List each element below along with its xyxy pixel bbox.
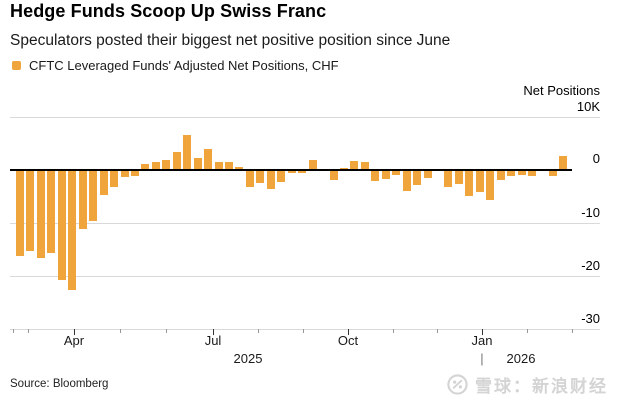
y-tick-label: -10 [581,205,600,220]
gridline [10,223,600,224]
y-tick-label: 10K [576,99,600,114]
bar-week-6 [68,171,76,290]
page-title: Hedge Funds Scoop Up Swiss Franc [10,1,327,21]
bar-week-16 [173,152,181,169]
bar-week-3 [37,171,45,258]
chart-subtitle: Speculators posted their biggest net pos… [10,32,451,49]
bar-week-19 [204,149,212,169]
bar-week-26 [277,171,285,182]
bar-week-12 [131,171,139,176]
bar-week-37 [392,171,400,175]
gridline [10,117,600,118]
axis-minor-tick [28,329,29,333]
bar-week-17 [183,135,191,169]
axis-minor-tick [527,329,528,333]
axis-minor-tick [437,329,438,333]
y-axis-title: Net Positions [523,83,600,98]
bar-week-52 [549,171,557,176]
axis-major-tick [348,329,349,335]
bar-week-49 [518,171,526,175]
watermark: 雪球：新浪财经 [446,372,608,397]
bar-week-14 [152,162,160,169]
year-label-2025: 2025 [233,351,263,366]
bar-week-38 [403,171,411,191]
bar-week-25 [267,171,275,189]
zero-baseline [10,169,572,171]
bar-week-29 [309,160,317,169]
bar-week-43 [455,171,463,184]
bar-week-31 [330,171,338,180]
bar-week-39 [413,171,421,185]
bar-week-35 [371,171,379,181]
bar-week-7 [79,171,87,229]
bar-week-44 [465,171,473,196]
axis-minor-tick [120,329,121,333]
bar-week-48 [507,171,515,176]
bar-week-23 [246,171,254,187]
axis-minor-tick [166,329,167,333]
bar-week-42 [444,171,452,187]
y-tick-label: -20 [581,258,600,273]
axis-minor-tick [258,329,259,333]
bar-week-8 [89,171,97,221]
x-tick-label-oct: Oct [337,333,359,348]
bar-week-34 [361,162,369,169]
bar-week-15 [162,160,170,169]
axis-major-tick [213,329,214,335]
x-tick-label-apr: Apr [63,333,85,348]
bar-week-10 [110,171,118,187]
gridline [10,276,600,277]
bar-week-45 [476,171,484,192]
axis-major-tick [74,329,75,335]
legend: CFTC Leveraged Funds' Adjusted Net Posit… [12,58,339,73]
bar-week-40 [424,171,432,178]
xueqiu-logo-icon [447,374,468,395]
bar-week-18 [194,158,202,169]
gridline [10,329,600,330]
bar-week-32 [340,168,348,169]
watermark-text: 雪球：新浪财经 [475,377,608,396]
bar-week-13 [141,164,149,169]
x-tick-label-jul: Jul [204,333,222,348]
y-tick-label: 0 [592,151,600,166]
bar-week-5 [58,171,66,280]
bar-week-24 [256,171,264,183]
axis-minor-tick [13,329,14,333]
bar-week-4 [47,171,55,253]
bar-week-9 [100,171,108,195]
bar-week-36 [382,171,390,179]
bar-week-2 [26,171,34,251]
x-tick-label-jan: Jan [471,333,493,348]
bar-week-50 [528,171,536,176]
bar-week-11 [121,171,129,177]
axis-minor-tick [303,329,304,333]
source-note: Source: Bloomberg [10,378,109,390]
bar-week-33 [350,161,358,169]
bar-week-21 [225,162,233,169]
bar-week-46 [486,171,494,200]
legend-label: CFTC Leveraged Funds' Adjusted Net Posit… [29,58,339,73]
bar-week-22 [235,167,243,169]
bar-week-47 [497,171,505,180]
bar-week-1 [16,171,24,256]
axis-minor-tick [393,329,394,333]
bar-week-20 [215,162,223,169]
year-separator: | [480,351,484,366]
legend-swatch-icon [12,61,21,70]
axis-minor-tick [572,329,573,333]
bar-week-53 [559,156,567,169]
axis-major-tick [482,329,483,335]
bar-week-28 [298,171,306,173]
y-tick-label: -30 [581,311,600,326]
year-label-2026: 2026 [506,351,536,366]
bar-week-27 [288,171,296,173]
